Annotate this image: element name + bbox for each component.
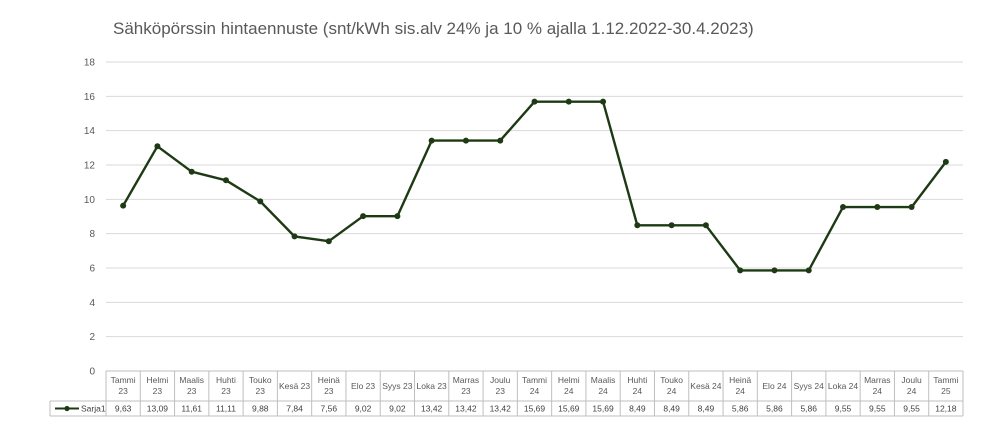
data-point <box>325 238 332 245</box>
data-point <box>805 267 812 274</box>
data-point <box>737 267 744 274</box>
category-label: Touko 23 <box>249 375 272 396</box>
data-label: 8,49 <box>663 404 680 414</box>
data-point <box>600 98 607 105</box>
data-point <box>360 213 367 220</box>
category-label: Tammi 24 <box>522 375 547 396</box>
category-label: Maalis 23 <box>179 375 204 396</box>
data-point <box>222 177 229 184</box>
data-point <box>908 204 915 211</box>
category-label: Joulu 23 <box>490 375 511 396</box>
data-label: 15,69 <box>592 404 614 414</box>
data-point <box>531 98 538 105</box>
data-label: 9,88 <box>252 404 269 414</box>
data-label: 11,11 <box>216 404 236 414</box>
y-tick-label: 6 <box>89 264 95 275</box>
category-label: Helmi 23 <box>147 375 169 396</box>
data-point <box>291 233 298 240</box>
data-label: 9,55 <box>903 404 920 414</box>
data-label: 15,69 <box>558 404 580 414</box>
y-tick-label: 14 <box>84 126 96 137</box>
data-point <box>840 204 847 211</box>
category-label: Marras 24 <box>864 375 890 396</box>
category-label: Syys 23 <box>382 381 413 391</box>
category-label: Tammi 25 <box>933 375 958 396</box>
data-point <box>188 168 195 175</box>
data-label: 5,86 <box>800 404 817 414</box>
category-label: Helmi 24 <box>558 375 580 396</box>
chart-title: Sähköpörssin hintaennuste (snt/kWh sis.a… <box>113 19 754 38</box>
data-point <box>257 198 264 205</box>
series-line <box>122 100 947 272</box>
data-label: 8,49 <box>629 404 646 414</box>
category-label: Marras 23 <box>453 375 479 396</box>
category-label: Heinä 24 <box>729 375 751 396</box>
gridlines <box>106 61 963 372</box>
data-label: 5,86 <box>732 404 749 414</box>
category-label: Huhti 24 <box>627 375 647 396</box>
data-label: 15,69 <box>524 404 546 414</box>
category-label: Elo 23 <box>351 381 375 391</box>
data-table: Tammi 23 Helmi 23 Maalis 23 Huhti 23 Touko 23 Kesä… <box>49 370 964 417</box>
data-point <box>702 222 709 229</box>
data-point <box>497 137 504 144</box>
y-axis: 0 2 4 6 8 10 12 14 16 18 <box>84 58 96 378</box>
category-label: Joulu 24 <box>901 375 922 396</box>
data-label: 9,02 <box>389 404 406 414</box>
data-point <box>634 222 641 229</box>
data-point <box>394 213 401 220</box>
series-sarja1 <box>120 98 949 274</box>
y-tick-label: 10 <box>84 195 96 206</box>
category-label: Kesä 23 <box>279 381 310 391</box>
data-label: 8,49 <box>698 404 715 414</box>
legend-label: Sarja1 <box>81 404 106 414</box>
category-label: Huhti 23 <box>216 375 236 396</box>
data-point <box>462 137 469 144</box>
data-label: 9,63 <box>115 404 132 414</box>
category-label: Elo 24 <box>762 381 786 391</box>
data-label: 13,09 <box>147 404 169 414</box>
data-label: 13,42 <box>490 404 512 414</box>
category-label: Tammi 23 <box>111 375 136 396</box>
data-label: 13,42 <box>455 404 477 414</box>
category-label: Loka 24 <box>828 381 859 391</box>
data-point <box>154 143 161 150</box>
y-tick-label: 0 <box>89 367 95 378</box>
data-point <box>120 202 127 209</box>
data-point <box>942 158 949 165</box>
data-label: 5,86 <box>766 404 783 414</box>
data-point <box>771 267 778 274</box>
data-point <box>668 222 675 229</box>
data-point <box>565 98 572 105</box>
category-label: Loka 23 <box>417 381 448 391</box>
data-label: 9,02 <box>355 404 372 414</box>
y-tick-label: 2 <box>89 332 95 343</box>
category-label: Heinä 23 <box>318 375 340 396</box>
data-label: 12,18 <box>935 404 957 414</box>
data-label: 7,84 <box>286 404 303 414</box>
data-label: 9,55 <box>835 404 852 414</box>
category-label: Maalis 24 <box>591 375 616 396</box>
data-label: 7,56 <box>321 404 338 414</box>
legend-marker <box>64 405 70 412</box>
category-label: Kesä 24 <box>690 381 721 391</box>
y-tick-label: 4 <box>89 298 95 309</box>
category-label: Touko 24 <box>660 375 683 396</box>
y-tick-label: 8 <box>89 229 95 240</box>
data-label: 11,61 <box>181 404 202 414</box>
data-point <box>874 204 881 211</box>
data-point <box>428 137 435 144</box>
data-label: 13,42 <box>421 404 443 414</box>
y-tick-label: 12 <box>84 161 96 172</box>
data-label: 9,55 <box>869 404 886 414</box>
category-label: Syys 24 <box>794 381 825 391</box>
y-tick-label: 16 <box>84 92 96 103</box>
y-tick-label: 18 <box>84 58 96 69</box>
